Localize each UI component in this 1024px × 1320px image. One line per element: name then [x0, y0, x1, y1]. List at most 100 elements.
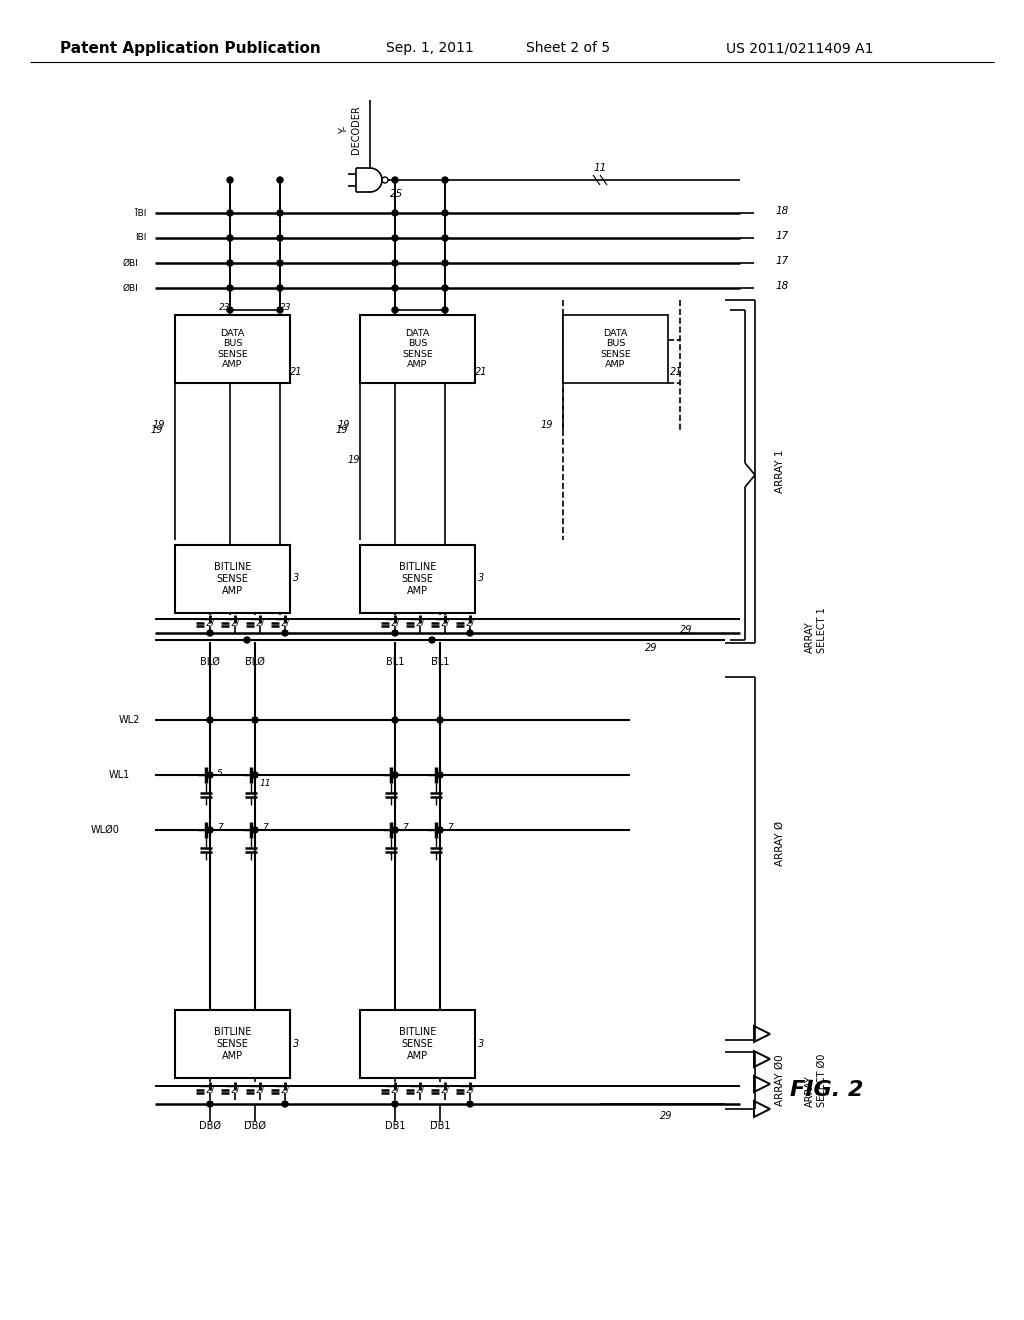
Text: 25: 25	[390, 189, 403, 199]
Text: 21: 21	[670, 367, 683, 378]
Circle shape	[227, 177, 233, 183]
Text: 18: 18	[775, 206, 788, 216]
Bar	[563, 315, 668, 383]
Circle shape	[278, 235, 283, 242]
Circle shape	[467, 1101, 473, 1107]
Text: WL1: WL1	[109, 770, 130, 780]
Text: 27: 27	[440, 619, 450, 628]
Circle shape	[282, 630, 288, 636]
Bar	[175, 315, 290, 383]
Circle shape	[392, 828, 398, 833]
Text: B̅LØ: B̅LØ	[245, 657, 265, 667]
Text: ØBI: ØBI	[122, 284, 138, 293]
Circle shape	[437, 717, 443, 723]
Bar	[360, 545, 475, 612]
Text: DATA
BUS
SENSE
AMP: DATA BUS SENSE AMP	[402, 329, 433, 370]
Text: 27: 27	[465, 1086, 475, 1096]
Circle shape	[392, 308, 398, 313]
Text: BITLINE
SENSE
AMP: BITLINE SENSE AMP	[214, 1027, 251, 1060]
Circle shape	[244, 638, 250, 643]
Circle shape	[392, 1101, 398, 1107]
Bar	[360, 1010, 475, 1078]
Circle shape	[392, 235, 398, 242]
Text: 17: 17	[775, 256, 788, 267]
Circle shape	[207, 630, 213, 636]
Text: BITLINE
SENSE
AMP: BITLINE SENSE AMP	[214, 562, 251, 595]
Text: Sep. 1, 2011: Sep. 1, 2011	[386, 41, 474, 55]
Text: 29: 29	[645, 643, 657, 653]
Text: D̅BØ: D̅BØ	[244, 1121, 266, 1131]
Circle shape	[442, 308, 449, 313]
Circle shape	[227, 210, 233, 216]
Circle shape	[207, 828, 213, 833]
Text: 27: 27	[440, 1086, 450, 1096]
Text: WLØ0: WLØ0	[91, 825, 120, 836]
Text: 29: 29	[660, 1111, 673, 1121]
Text: 11: 11	[259, 779, 270, 788]
Text: 27: 27	[415, 1086, 425, 1096]
Circle shape	[278, 177, 283, 183]
Circle shape	[227, 285, 233, 290]
Text: 27: 27	[230, 619, 240, 628]
Text: 27: 27	[205, 619, 215, 628]
Circle shape	[467, 630, 473, 636]
Text: B̅L1: B̅L1	[431, 657, 450, 667]
Text: 21: 21	[290, 367, 302, 378]
Text: ARRAY
SELECT Ø0: ARRAY SELECT Ø0	[805, 1053, 826, 1107]
Text: 3: 3	[478, 573, 484, 583]
Circle shape	[392, 717, 398, 723]
Circle shape	[392, 285, 398, 290]
Text: 3: 3	[293, 573, 299, 583]
Text: D̅B1: D̅B1	[430, 1121, 451, 1131]
Circle shape	[442, 177, 449, 183]
Circle shape	[252, 772, 258, 777]
Text: 29: 29	[680, 624, 692, 635]
Text: Ø̅BI: Ø̅BI	[122, 259, 138, 268]
Text: 27: 27	[255, 619, 265, 628]
Text: BITLINE
SENSE
AMP: BITLINE SENSE AMP	[398, 1027, 436, 1060]
Text: 27: 27	[205, 1086, 215, 1096]
Circle shape	[207, 717, 213, 723]
Text: 11: 11	[593, 162, 606, 173]
Text: 19: 19	[336, 425, 348, 436]
Circle shape	[392, 772, 398, 777]
Circle shape	[392, 630, 398, 636]
Text: 27: 27	[415, 619, 425, 628]
Text: DATA
BUS
SENSE
AMP: DATA BUS SENSE AMP	[217, 329, 248, 370]
Text: 23: 23	[280, 304, 292, 313]
Text: FIG. 2: FIG. 2	[790, 1080, 863, 1100]
Circle shape	[278, 308, 283, 313]
Circle shape	[437, 828, 443, 833]
Circle shape	[227, 308, 233, 313]
Text: 3: 3	[293, 1039, 299, 1049]
Text: 7: 7	[447, 824, 453, 833]
Circle shape	[207, 1101, 213, 1107]
Circle shape	[392, 210, 398, 216]
Text: 27: 27	[230, 1086, 240, 1096]
Circle shape	[278, 285, 283, 290]
Text: 19: 19	[151, 425, 163, 436]
Text: 27: 27	[390, 619, 399, 628]
Text: 19: 19	[541, 420, 553, 430]
Text: DATA
BUS
SENSE
AMP: DATA BUS SENSE AMP	[600, 329, 631, 370]
Text: BITLINE
SENSE
AMP: BITLINE SENSE AMP	[398, 562, 436, 595]
Text: DB1: DB1	[385, 1121, 406, 1131]
Text: ARRAY 1: ARRAY 1	[775, 450, 785, 494]
Text: US 2011/0211409 A1: US 2011/0211409 A1	[726, 41, 873, 55]
Text: 19: 19	[338, 420, 350, 430]
Text: 27: 27	[281, 619, 290, 628]
Text: 7: 7	[262, 824, 268, 833]
Text: 27: 27	[390, 1086, 399, 1096]
Bar	[175, 545, 290, 612]
Text: 27: 27	[465, 619, 475, 628]
Text: BL1: BL1	[386, 657, 404, 667]
Text: BLØ: BLØ	[200, 657, 220, 667]
Text: 7: 7	[217, 824, 223, 833]
Text: 19: 19	[347, 455, 360, 465]
Text: ĪBI: ĪBI	[134, 209, 146, 218]
Text: 21: 21	[475, 367, 487, 378]
Circle shape	[392, 177, 398, 183]
Text: IBI: IBI	[134, 234, 146, 243]
Text: Sheet 2 of 5: Sheet 2 of 5	[526, 41, 610, 55]
Circle shape	[278, 210, 283, 216]
